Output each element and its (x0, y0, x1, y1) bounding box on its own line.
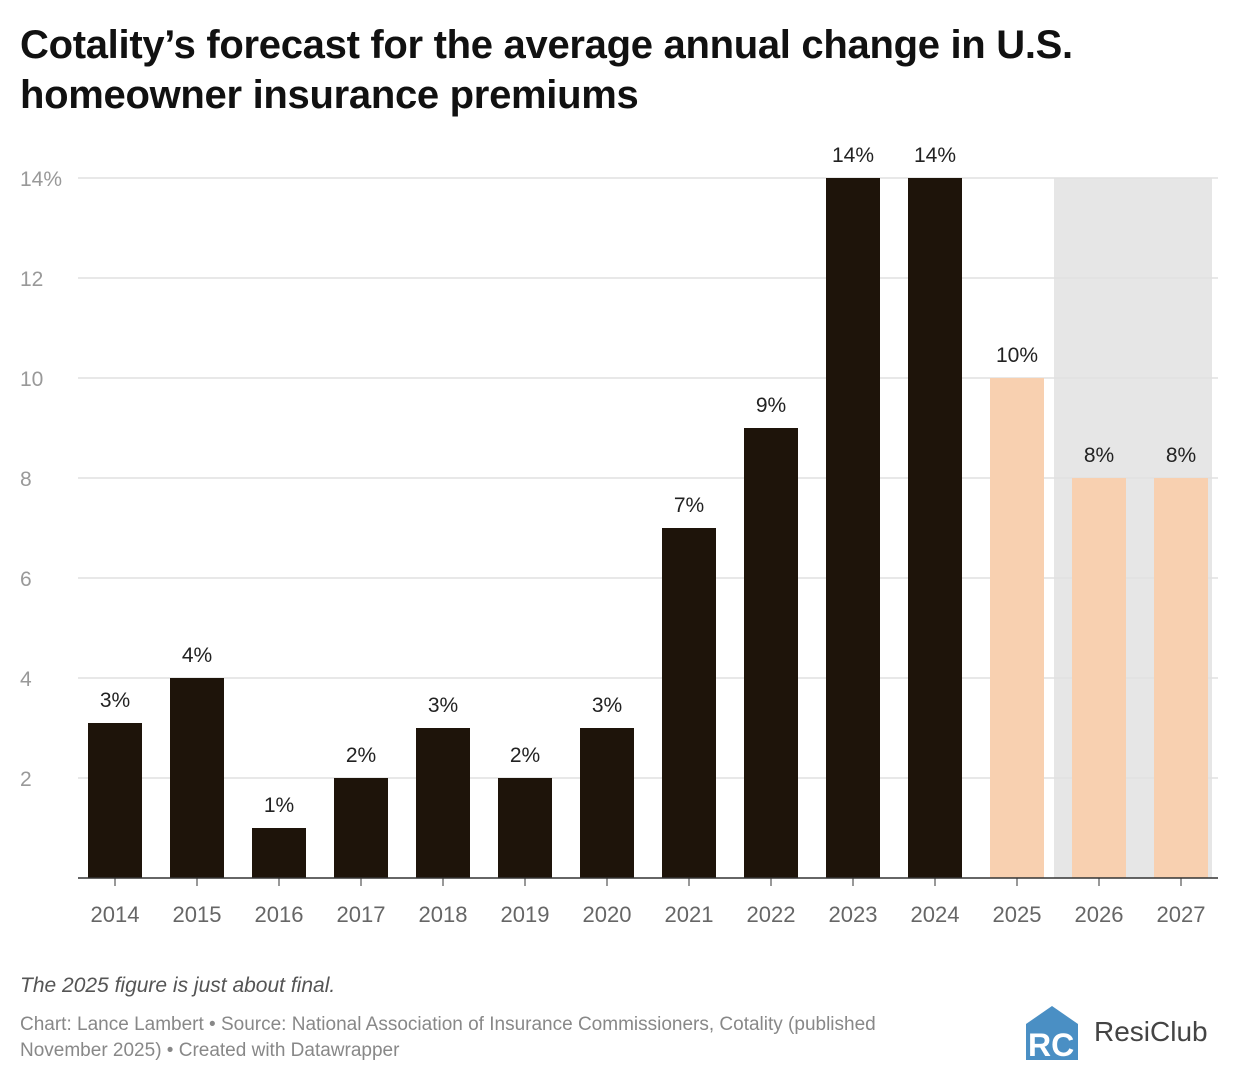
bar-2022 (744, 428, 798, 878)
bar-2024 (908, 178, 962, 878)
x-tick-label: 2015 (173, 902, 222, 927)
y-tick-label: 2 (20, 768, 32, 791)
resiclub-logo: RC ResiClub (1024, 1004, 1208, 1060)
bar-2015 (170, 678, 224, 878)
bar-2016 (252, 828, 306, 878)
x-tick-label: 2018 (419, 902, 468, 927)
y-tick-label: 8 (20, 468, 32, 491)
y-tick-label: 10 (20, 368, 43, 391)
chart-note: The 2025 figure is just about final. (20, 974, 336, 997)
x-tick-label: 2024 (911, 902, 960, 927)
data-label: 3% (428, 694, 458, 717)
data-label: 10% (996, 344, 1038, 367)
data-label: 7% (674, 494, 704, 517)
data-label: 14% (832, 144, 874, 167)
x-tick-label: 2014 (91, 902, 140, 927)
bar-2021 (662, 528, 716, 878)
x-tick-label: 2027 (1157, 902, 1206, 927)
y-tick-label: 14% (20, 168, 62, 191)
bar-2027 (1154, 478, 1208, 878)
data-label: 8% (1084, 444, 1114, 467)
data-label: 2% (346, 744, 376, 767)
bar-2025 (990, 378, 1044, 878)
x-tick-label: 2023 (829, 902, 878, 927)
data-label: 2% (510, 744, 540, 767)
x-tick-label: 2026 (1075, 902, 1124, 927)
x-tick-label: 2022 (747, 902, 796, 927)
bar-2026 (1072, 478, 1126, 878)
x-tick-label: 2017 (337, 902, 386, 927)
svg-text:RC: RC (1028, 1027, 1074, 1060)
chart-title: Cotality’s forecast for the average annu… (20, 23, 1073, 117)
y-tick-label: 6 (20, 568, 32, 591)
chart-source: Chart: Lance Lambert • Source: National … (20, 1014, 876, 1061)
data-label: 3% (100, 689, 130, 712)
bar-2018 (416, 728, 470, 878)
x-tick-label: 2021 (665, 902, 714, 927)
bar-2017 (334, 778, 388, 878)
bar-2020 (580, 728, 634, 878)
data-label: 3% (592, 694, 622, 717)
logo-text: ResiClub (1094, 1016, 1208, 1047)
y-tick-label: 12 (20, 268, 43, 291)
data-label: 1% (264, 794, 294, 817)
bar-2019 (498, 778, 552, 878)
data-label: 8% (1166, 444, 1196, 467)
y-tick-label: 4 (20, 668, 32, 691)
data-label: 4% (182, 644, 212, 667)
x-tick-label: 2020 (583, 902, 632, 927)
resiclub-logo-icon: RC (1026, 1006, 1078, 1060)
data-label: 14% (914, 144, 956, 167)
bar-chart: 2 4 6 8 10 12 14% 3% 2014 4% 2015 1% 2016 2% 2017 3% 201… (20, 144, 1218, 927)
x-tick-label: 2025 (993, 902, 1042, 927)
x-tick-label: 2019 (501, 902, 550, 927)
x-tick-label: 2016 (255, 902, 304, 927)
bar-2014 (88, 723, 142, 878)
data-label: 9% (756, 394, 786, 417)
bar-2023 (826, 178, 880, 878)
